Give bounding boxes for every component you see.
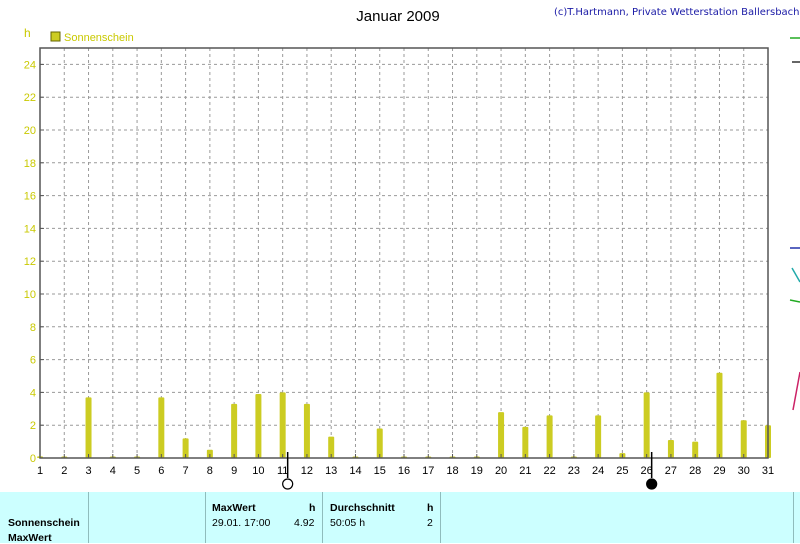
bar-day-29	[716, 372, 723, 458]
avg-header: Durchschnitt	[330, 502, 395, 514]
bar-day-26	[643, 392, 650, 458]
chart-title: Januar 2009	[356, 8, 439, 25]
x-tick-label: 8	[207, 465, 213, 477]
y-tick-label: 22	[24, 92, 36, 104]
x-tick-label: 20	[495, 465, 507, 477]
avg-value: 50:05 h	[330, 517, 366, 529]
bar-day-8	[206, 449, 213, 458]
max-value: 4.92	[294, 517, 315, 529]
bar-day-10	[255, 394, 262, 458]
y-tick-label: 4	[30, 387, 36, 399]
avg-extra: 2	[427, 517, 433, 529]
legend-label: Sonnenschein	[64, 32, 134, 44]
bar-day-12	[303, 403, 310, 458]
x-tick-label: 13	[325, 465, 337, 477]
bar-day-13	[328, 436, 335, 458]
copyright-text: (c)T.Hartmann, Private Wetterstation Bal…	[554, 7, 800, 18]
bar-day-30	[740, 420, 747, 458]
bar-day-27	[667, 439, 674, 458]
x-tick-label: 30	[738, 465, 750, 477]
x-tick-label: 31	[762, 465, 774, 477]
bar-day-11	[279, 392, 286, 458]
y-tick-label: 20	[24, 125, 36, 137]
y-tick-label: 14	[24, 223, 36, 235]
sunshine-chart: Januar 2009 (c)T.Hartmann, Private Wette…	[24, 7, 800, 490]
x-tick-label: 23	[568, 465, 580, 477]
bar-day-9	[231, 403, 238, 458]
full-moon-icon	[282, 478, 294, 490]
x-tick-label: 19	[471, 465, 483, 477]
moon-phase-markers	[282, 452, 658, 490]
x-tick-label: 25	[616, 465, 628, 477]
max-datetime: 29.01. 17:00	[212, 517, 271, 529]
table-avg-cell: Durchschnitt h 50:05 h 2	[323, 492, 441, 543]
chart-bars	[37, 372, 771, 458]
x-tick-label: 5	[134, 465, 140, 477]
x-tick-label: 7	[183, 465, 189, 477]
bar-day-15	[376, 428, 383, 458]
y-tick-label: 18	[24, 158, 36, 170]
x-tick-label: 3	[85, 465, 91, 477]
table-empty-cell	[89, 492, 206, 543]
x-tick-label: 14	[349, 465, 361, 477]
bar-day-7	[182, 438, 189, 458]
y-tick-label: 6	[30, 355, 36, 367]
x-axis-ticks: 1 2 3 4 5 6 7 8 9 10 11 12 13 14 15 16 17 18 19 20 21 22 23 24 2…	[37, 454, 774, 477]
right-edge-fragments	[789, 37, 800, 411]
chart-grid	[40, 48, 768, 458]
x-tick-label: 29	[713, 465, 725, 477]
x-tick-label: 4	[110, 465, 116, 477]
bar-day-28	[692, 441, 699, 458]
y-tick-label: 12	[24, 256, 36, 268]
legend-swatch	[50, 31, 61, 42]
bar-day-3	[85, 397, 92, 458]
row-label-maxwert: MaxWert	[8, 532, 52, 544]
bar-day-22	[546, 415, 553, 458]
avg-unit: h	[427, 502, 434, 514]
x-tick-label: 9	[231, 465, 237, 477]
bar-day-21	[522, 426, 529, 458]
x-tick-label: 18	[446, 465, 458, 477]
bar-day-24	[595, 415, 602, 458]
y-tick-label: 2	[30, 420, 36, 432]
y-tick-label: 16	[24, 191, 36, 203]
x-tick-label: 15	[374, 465, 386, 477]
x-tick-label: 16	[398, 465, 410, 477]
max-header: MaxWert	[212, 502, 256, 514]
x-tick-label: 17	[422, 465, 434, 477]
y-tick-label: 10	[24, 289, 36, 301]
max-unit: h	[309, 502, 316, 514]
x-tick-label: 2	[61, 465, 67, 477]
x-tick-label: 11	[277, 465, 288, 477]
y-tick-label: 0	[30, 453, 36, 465]
row-label-sonnenschein: Sonnenschein	[8, 517, 80, 529]
table-label-cell: Sonnenschein MaxWert	[0, 492, 89, 544]
bar-day-6	[158, 397, 165, 458]
new-moon-icon	[646, 478, 658, 490]
table-trailing-cell	[441, 492, 794, 543]
x-tick-label: 27	[665, 465, 677, 477]
x-tick-label: 21	[519, 465, 531, 477]
x-tick-label: 28	[689, 465, 701, 477]
x-tick-label: 1	[37, 465, 43, 477]
x-tick-label: 12	[301, 465, 313, 477]
table-max-cell: MaxWert h 29.01. 17:00 4.92	[206, 492, 323, 543]
x-tick-label: 24	[592, 465, 604, 477]
y-tick-label: 8	[30, 322, 36, 334]
y-axis-unit: h	[24, 26, 31, 40]
plot-frame	[39, 47, 769, 459]
stats-table: Sonnenschein MaxWert MaxWert h 29.01. 17…	[0, 492, 800, 544]
x-tick-label: 26	[641, 465, 653, 477]
x-tick-label: 10	[252, 465, 264, 477]
y-tick-label: 24	[24, 59, 36, 71]
x-tick-label: 6	[158, 465, 164, 477]
x-tick-label: 22	[543, 465, 555, 477]
bar-day-20	[498, 412, 505, 458]
